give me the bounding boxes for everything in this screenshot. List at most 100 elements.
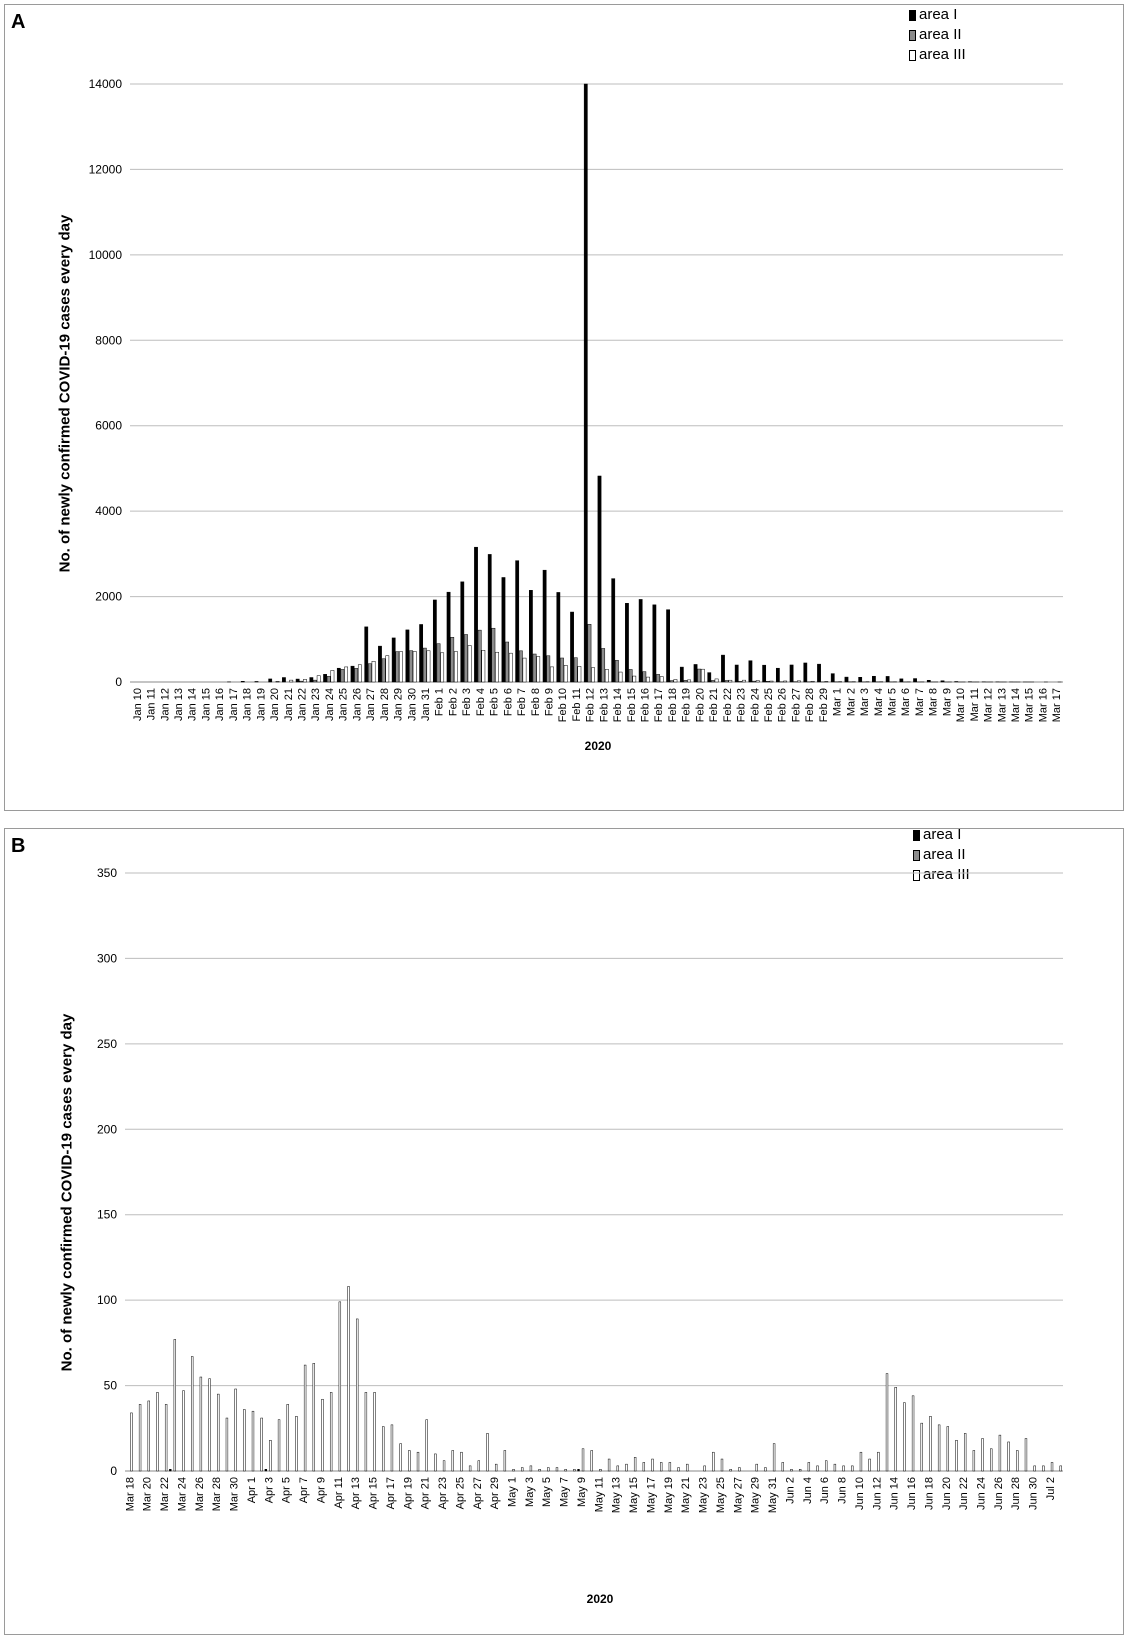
panel-a: A area I area II area III No. of newly c… <box>4 4 1124 811</box>
bar-area-iii <box>481 650 486 683</box>
bar-area-ii <box>340 669 345 683</box>
legend: area I area II area III <box>913 825 970 885</box>
bar-area-iii <box>929 1416 932 1472</box>
x-tick-label: Feb 14 <box>612 688 624 722</box>
bar-area-iii <box>460 1451 463 1472</box>
x-tick-label: Apr 9 <box>315 1477 327 1503</box>
legend-label: area III <box>919 46 966 63</box>
swatch-area-2 <box>913 849 920 861</box>
bar-area-iii <box>807 1462 811 1472</box>
bar-area-iii <box>503 1450 507 1472</box>
x-tick-label: May 17 <box>645 1477 657 1513</box>
bar-area-iii <box>1042 1465 1045 1472</box>
x-tick-label: Mar 10 <box>955 688 967 722</box>
bar-area-iii <box>720 1458 724 1472</box>
bar-area-i <box>378 645 382 683</box>
legend-label: area II <box>923 846 966 863</box>
bar-area-iii <box>199 1376 203 1472</box>
x-tick-label: Jun 2 <box>784 1477 796 1504</box>
x-tick-label: Jan 27 <box>365 688 377 721</box>
bar-area-iii <box>243 1409 246 1472</box>
bar-area-ii <box>587 624 592 683</box>
bar-area-iii <box>646 676 650 683</box>
bar-area-iii <box>673 679 678 683</box>
bar-area-iii <box>772 1443 776 1472</box>
legend-label: area I <box>923 826 962 843</box>
x-tick-label: Feb 22 <box>722 688 734 722</box>
x-tick-label: Feb 24 <box>749 688 761 722</box>
x-tick-label: Apr 25 <box>454 1477 466 1509</box>
bar-area-iii <box>277 1419 281 1472</box>
bar-area-iii <box>399 1443 402 1472</box>
x-tick-label: Apr 1 <box>246 1477 258 1503</box>
x-tick-label: May 5 <box>541 1477 553 1507</box>
bar-area-iii <box>275 681 280 683</box>
y-tick-label: 2000 <box>95 590 122 604</box>
bar-area-iii <box>373 1392 376 1472</box>
bar-area-ii <box>601 648 606 683</box>
x-tick-label: Jun 16 <box>906 1477 918 1510</box>
x-tick-label: Mar 2 <box>845 688 857 716</box>
x-tick-label: Jun 22 <box>958 1477 970 1510</box>
x-tick-label: Mar 14 <box>1010 688 1022 722</box>
bar-area-iii <box>508 652 513 683</box>
bar-area-iii <box>555 1467 559 1472</box>
bar-area-i <box>515 560 520 683</box>
x-tick-label: Feb 2 <box>447 688 459 716</box>
bar-area-i <box>391 637 396 683</box>
bar-area-i <box>885 676 890 683</box>
bar-area-iii <box>633 1457 637 1472</box>
bar-area-i <box>721 654 725 683</box>
bar-area-ii <box>409 650 413 683</box>
bar-area-iii <box>946 1426 949 1472</box>
bar-area-iii <box>138 1404 142 1472</box>
x-tick-label: Jan 18 <box>242 688 254 721</box>
x-tick-label: Apr 5 <box>281 1477 293 1503</box>
legend-item-area-1: area I <box>909 5 966 25</box>
bar-area-ii <box>560 657 564 683</box>
bar-area-i <box>529 590 533 683</box>
x-tick-label: Jan 19 <box>255 688 267 721</box>
bar-area-iii <box>1007 1441 1010 1472</box>
bar-area-iii <box>911 1395 915 1472</box>
x-tick-label: Apr 29 <box>489 1477 501 1509</box>
bar-area-iii <box>182 1390 185 1472</box>
bar-area-iii <box>408 1450 411 1472</box>
x-tick-label: Jan 17 <box>228 688 240 721</box>
x-tick-label: May 21 <box>680 1477 692 1513</box>
bar-area-iii <box>790 1469 793 1472</box>
bar-area-iii <box>130 1412 133 1472</box>
bar-area-iii <box>563 665 568 683</box>
x-tick-label: Mar 18 <box>124 1477 136 1511</box>
bar-area-iii <box>156 1392 159 1472</box>
bar-area-iii <box>1050 1462 1054 1472</box>
bar-area-i <box>775 667 780 683</box>
bar-area-i <box>254 681 259 683</box>
bar-area-i <box>762 664 767 683</box>
bar-area-i <box>169 1469 172 1472</box>
x-tick-label: Mar 12 <box>983 688 995 722</box>
x-tick-label: May 7 <box>559 1477 571 1507</box>
x-tick-label: Jun 26 <box>993 1477 1005 1510</box>
bar-area-i <box>556 592 561 683</box>
legend-item-area-3: area III <box>913 865 970 885</box>
bar-area-iii <box>522 657 527 683</box>
bar-area-i <box>638 599 643 683</box>
bar-area-iii <box>412 651 417 683</box>
bar-area-i <box>264 1469 268 1472</box>
x-tick-label: Jun 6 <box>819 1477 831 1504</box>
bar-area-ii <box>546 655 551 683</box>
bar-area-iii <box>972 1450 976 1472</box>
bar-area-ii <box>381 658 386 683</box>
bar-area-i <box>542 569 547 683</box>
x-tick-label: Jun 30 <box>1028 1477 1040 1510</box>
bar-area-iii <box>755 680 760 683</box>
bar-area-i <box>460 581 465 683</box>
x-tick-label: Feb 23 <box>736 688 748 722</box>
y-tick-label: 8000 <box>95 333 122 347</box>
legend-label: area II <box>919 26 962 43</box>
x-tick-label: Feb 1 <box>434 688 446 716</box>
bar-area-iii <box>868 1458 871 1472</box>
bar-area-iii <box>512 1469 515 1472</box>
bar-area-i <box>446 591 451 683</box>
